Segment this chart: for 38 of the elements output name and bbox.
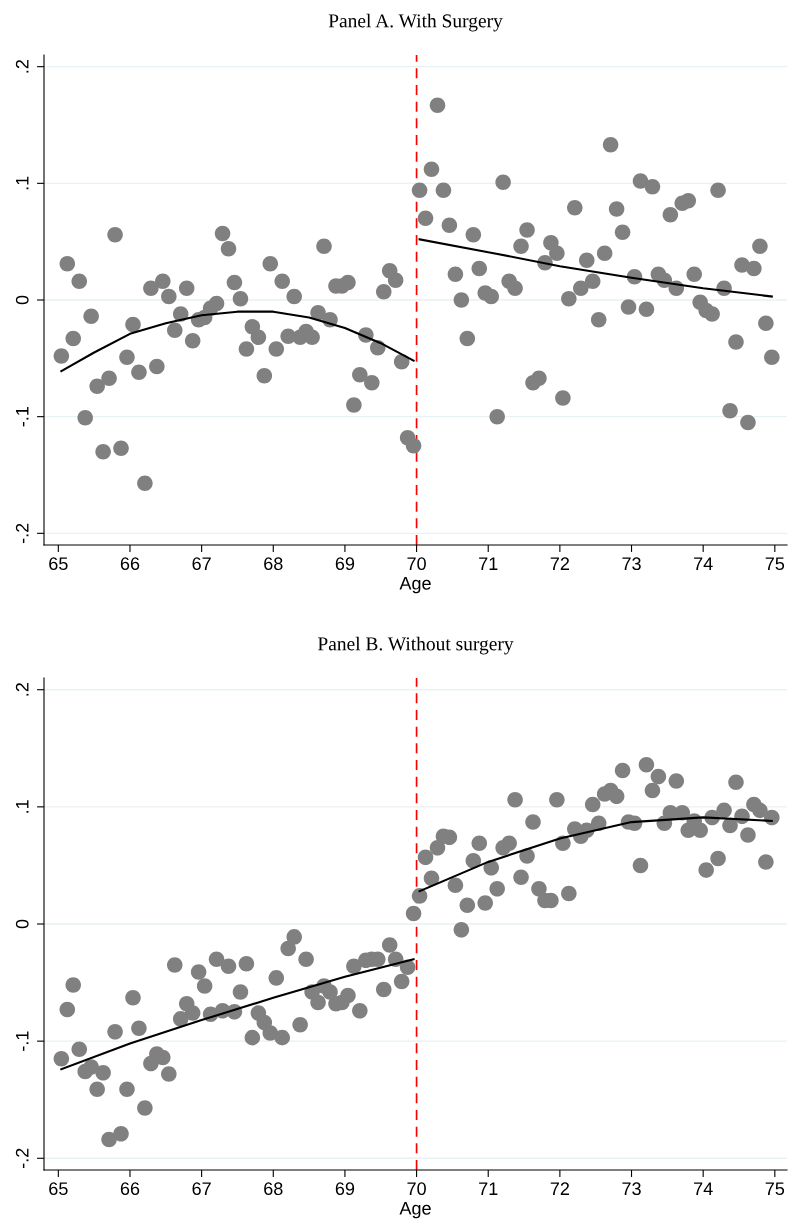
line-series [60,958,415,1071]
chart-title: Panel A. With Surgery [328,13,503,32]
x-tick-label: 70 [407,557,426,571]
x-tick-label: 75 [765,1182,785,1196]
x-tick-label: 68 [264,1182,283,1196]
y-tick-label: -.1 [16,1031,29,1051]
y-tick-label: .1 [16,800,29,813]
x-tick-label: 65 [49,557,68,571]
y-tick-label: 0 [15,919,29,929]
x-axis-title: Age [399,1202,431,1219]
x-tick-label: 65 [49,1182,68,1196]
x-tick-label: 69 [335,557,355,571]
x-tick-label: 71 [479,1182,498,1195]
y-tick-label: 0 [15,295,29,305]
x-axis-title: Age [399,577,431,594]
line-series [418,238,773,298]
x-tick-label: 67 [192,557,211,571]
x-tick-label: 74 [694,1182,713,1195]
y-tick-label: .2 [15,683,29,696]
y-tick-label: -.2 [15,1148,29,1169]
x-tick-label: 73 [622,1182,641,1196]
x-tick-label: 67 [192,1182,211,1196]
x-tick-label: 66 [120,557,140,571]
y-tick-label: -.1 [16,407,29,427]
x-tick-label: 74 [694,557,713,570]
x-tick-label: 70 [407,1182,426,1196]
x-tick-label: 69 [335,1182,355,1196]
chart-title: Panel B. Without surgery [317,636,514,655]
y-tick-label: .1 [16,176,29,190]
x-tick-label: 66 [120,1182,140,1196]
x-tick-label: 75 [765,557,785,571]
x-tick-label: 72 [550,1182,570,1195]
x-tick-label: 72 [550,557,570,570]
x-tick-label: 73 [622,557,641,571]
y-tick-label: -.2 [15,523,29,544]
x-tick-label: 71 [479,557,498,570]
x-tick-label: 68 [264,557,283,571]
y-tick-label: .2 [15,60,29,73]
